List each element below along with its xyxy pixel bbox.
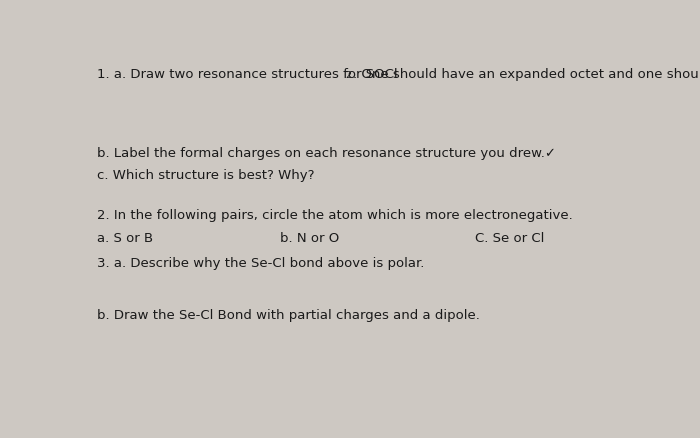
Text: 3. a. Describe why the Se-Cl bond above is polar.: 3. a. Describe why the Se-Cl bond above … [97, 257, 425, 270]
Text: . One should have an expanded octet and one should not.: . One should have an expanded octet and … [353, 68, 700, 81]
Text: b. Draw the Se-Cl Bond with partial charges and a dipole.: b. Draw the Se-Cl Bond with partial char… [97, 309, 480, 322]
Text: 1. a. Draw two resonance structures for SOCl: 1. a. Draw two resonance structures for … [97, 68, 398, 81]
Text: b. N or O: b. N or O [280, 232, 340, 245]
Text: 2. In the following pairs, circle the atom which is more electronegative.: 2. In the following pairs, circle the at… [97, 209, 573, 223]
Text: b. Label the formal charges on each resonance structure you drew.✓: b. Label the formal charges on each reso… [97, 147, 556, 160]
Text: 2: 2 [346, 71, 351, 81]
Text: C. Se or Cl: C. Se or Cl [475, 232, 545, 245]
Text: a. S or B: a. S or B [97, 232, 153, 245]
Text: c. Which structure is best? Why?: c. Which structure is best? Why? [97, 169, 315, 182]
